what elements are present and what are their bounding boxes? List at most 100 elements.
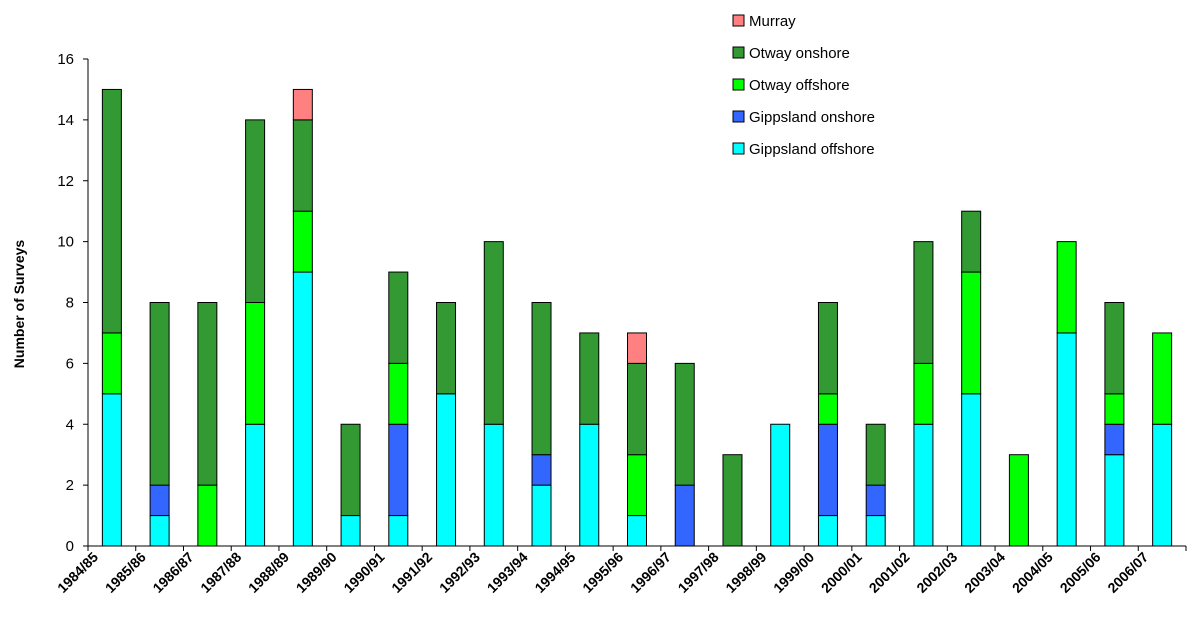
bar-segment: [245, 423, 266, 547]
y-tick-label: 4: [66, 416, 74, 433]
x-tick-label: 1989/90: [293, 549, 340, 596]
x-tick-label: 1991/92: [388, 549, 435, 596]
x-tick-label: 1993/94: [484, 549, 531, 596]
x-tick-label: 1990/91: [340, 549, 387, 596]
bar-segment: [579, 332, 600, 425]
bar-segment: [1152, 423, 1173, 547]
legend-swatch: [732, 14, 745, 27]
legend-label: Gippsland offshore: [749, 141, 875, 158]
x-tick-label: 2004/05: [1009, 549, 1056, 596]
bar-segment: [961, 393, 982, 547]
bar-segment: [770, 423, 791, 547]
bar-segment: [101, 332, 122, 395]
bar-segment: [913, 241, 934, 364]
y-tick-label: 0: [66, 538, 74, 555]
bar-segment: [292, 88, 313, 121]
y-tick-label: 8: [66, 295, 74, 312]
bar-segment: [1152, 332, 1173, 425]
x-tick-label: 1988/89: [245, 549, 292, 596]
bar-segment: [388, 271, 409, 364]
y-axis: 0 2 4 6 8 10 12 14 16: [57, 51, 89, 555]
x-tick-label: 2003/04: [961, 549, 1008, 596]
bar-segment: [531, 302, 552, 456]
bar-segment: [627, 362, 647, 456]
bar-segment: [1104, 302, 1125, 395]
legend: Murray Otway onshore Otway offshore Gippsla…: [732, 13, 875, 158]
legend-label: Murray: [749, 13, 796, 30]
bar-segment: [1104, 393, 1125, 425]
legend-swatch: [732, 142, 745, 155]
bar-segment: [149, 484, 170, 517]
bar-segment: [531, 454, 552, 486]
bar-segment: [436, 302, 457, 395]
bar-segment: [292, 210, 313, 273]
x-tick-label: 1986/87: [149, 549, 196, 596]
y-tick-label: 16: [57, 51, 74, 68]
bar-segment: [627, 454, 647, 517]
bar-segment: [101, 88, 122, 334]
bar-segment: [865, 423, 886, 486]
x-tick-label: 1998/99: [722, 549, 769, 596]
legend-label: Otway offshore: [749, 77, 850, 94]
x-tick-label: 2006/07: [1104, 549, 1151, 596]
bar-segment: [722, 454, 743, 547]
bar-segment: [149, 302, 170, 486]
bar-segment: [817, 302, 838, 395]
y-tick-label: 2: [66, 477, 74, 494]
bar-segment: [961, 271, 982, 395]
bar-segment: [388, 423, 409, 517]
bar-segment: [101, 393, 122, 547]
bar-segment: [1056, 241, 1077, 334]
x-tick-label: 1997/98: [675, 549, 722, 596]
bar-segment: [292, 271, 313, 547]
x-tick-label: 1996/97: [627, 549, 674, 596]
bar-segment: [245, 302, 266, 425]
bar-segment: [1104, 423, 1125, 456]
bar-segment: [817, 393, 838, 425]
x-tick-label: 1994/95: [531, 549, 578, 596]
bar-segment: [1104, 454, 1125, 547]
bar-segment: [579, 423, 600, 547]
bar-segment: [865, 515, 886, 547]
bar-segment: [388, 362, 409, 425]
x-tick-label: 2002/03: [913, 549, 960, 596]
bar-segment: [149, 515, 170, 547]
bar-segment: [197, 302, 218, 486]
bar-segment: [340, 515, 361, 547]
legend-label: Otway onshore: [749, 45, 850, 62]
y-axis-title: Number of Surveys: [11, 240, 27, 369]
bar-segment: [674, 362, 695, 486]
y-tick-label: 14: [57, 112, 74, 129]
y-tick-label: 10: [57, 234, 74, 251]
bar-segment: [961, 210, 982, 273]
bar-segment: [340, 423, 361, 517]
bar-segment: [388, 515, 409, 547]
bar-segment: [245, 119, 266, 304]
bar-segment: [817, 515, 838, 547]
bar-segment: [483, 241, 504, 425]
y-tick-label: 6: [66, 355, 74, 372]
legend-swatch: [732, 110, 745, 123]
x-tick-label: 2000/01: [818, 549, 865, 596]
plot-area: [101, 88, 1173, 547]
x-tick-label: 1995/96: [579, 549, 626, 596]
x-tick-label: 1999/00: [770, 549, 817, 596]
x-tick-label: 1992/93: [436, 549, 483, 596]
x-tick-label: 1987/88: [197, 549, 244, 596]
bar-segment: [627, 332, 647, 364]
bar-segment: [913, 423, 934, 547]
x-tick-label: 2005/06: [1057, 549, 1104, 596]
legend-swatch: [732, 78, 745, 91]
x-axis: 1984/85 1985/86 1986/87 1987/88 1988/89 1989/…: [54, 545, 1187, 596]
bar-segment: [627, 515, 647, 547]
legend-label: Gippsland onshore: [749, 109, 875, 126]
x-tick-label: 1984/85: [54, 549, 101, 596]
y-tick-label: 12: [57, 173, 74, 190]
x-tick-label: 1985/86: [102, 549, 149, 596]
bar-segment: [817, 423, 838, 517]
legend-swatch: [732, 46, 745, 59]
bar-segment: [913, 362, 934, 425]
bar-segment: [531, 484, 552, 547]
bar-segment: [292, 119, 313, 212]
bar-segment: [674, 484, 695, 547]
